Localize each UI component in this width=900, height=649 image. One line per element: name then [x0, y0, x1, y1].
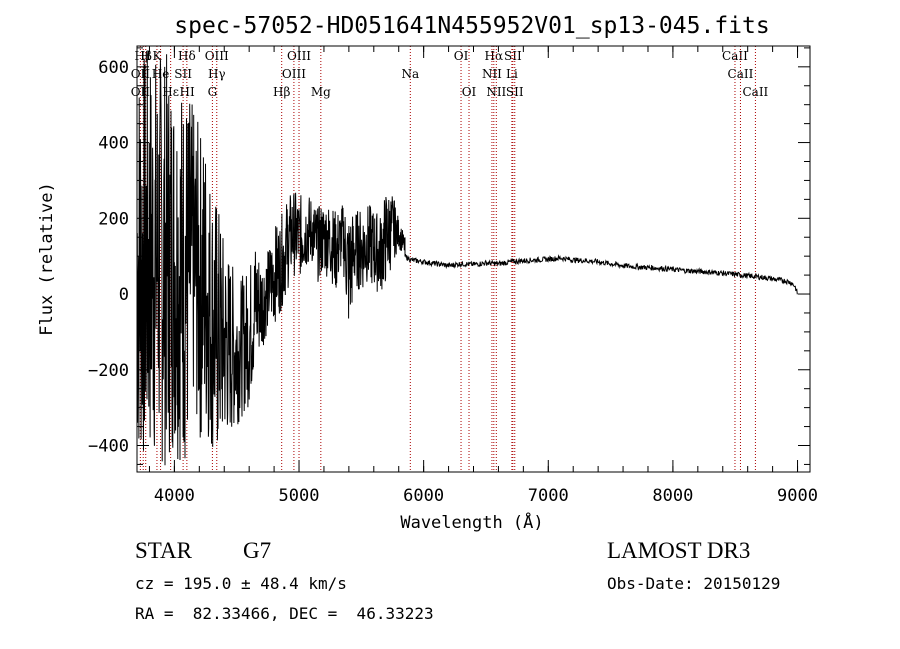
- spectral-line-label: H: [140, 49, 150, 63]
- spectral-line-label: SII: [506, 85, 524, 99]
- spectral-line-label: K: [152, 49, 162, 63]
- x-tick-label: 4000: [154, 486, 195, 506]
- spectral-line-label: G: [208, 85, 218, 99]
- y-tick-label: 200: [98, 209, 129, 229]
- spectral-line-label: Hα: [485, 49, 504, 63]
- spectral-line-label: CaII: [742, 85, 768, 99]
- axes: 4000 5000 6000 7000 8000 9000 −400 −200 0 200 400 6…: [88, 46, 818, 506]
- subclass: G7: [243, 538, 272, 563]
- spectral-line-label: NII: [486, 85, 506, 99]
- x-tick-label: 5000: [279, 486, 320, 506]
- spectral-line-label: OIII: [205, 49, 229, 63]
- y-tick-label: −200: [88, 361, 129, 381]
- redshift-value: cz = 195.0 ± 48.4 km/s: [135, 574, 347, 593]
- y-tick-label: 0: [119, 285, 129, 305]
- y-axis-label: Flux (relative): [37, 182, 57, 336]
- spectral-line-label: CaII: [728, 67, 754, 81]
- spectral-line-label: NII: [482, 67, 502, 81]
- y-tick-label: −400: [88, 436, 129, 456]
- coordinates: RA = 82.33466, DEC = 46.33223: [135, 604, 434, 623]
- spectral-line-label: HI: [179, 85, 194, 99]
- spectral-line-label: Li: [506, 67, 518, 81]
- spectral-line-label: Hδ: [178, 49, 196, 63]
- spectral-line-label: OIII: [282, 67, 306, 81]
- spectral-line-label: OI: [454, 49, 469, 63]
- x-tick-label: 6000: [403, 486, 444, 506]
- spectrum-series: [136, 52, 798, 466]
- spectral-line-label: Hγ: [208, 67, 226, 81]
- x-tick-label: 7000: [528, 486, 569, 506]
- obs-date: Obs-Date: 20150129: [607, 574, 781, 593]
- survey-name: LAMOST DR3: [607, 538, 751, 563]
- spectral-line-label: SII: [174, 67, 192, 81]
- spectral-line-label: SII: [504, 49, 522, 63]
- spectral-line-label: Na: [401, 67, 419, 81]
- spectral-line-label: OI: [462, 85, 477, 99]
- object-class: STAR: [135, 538, 192, 563]
- spectral-line-label: CaII: [722, 49, 748, 63]
- x-tick-label: 8000: [652, 486, 693, 506]
- spectral-line-label: Hβ: [273, 85, 290, 99]
- y-tick-label: 600: [98, 58, 129, 78]
- x-axis-label: Wavelength (Å): [400, 511, 543, 533]
- spectrum-line: [136, 52, 798, 466]
- chart-title: spec-57052-HD051641N455952V01_sp13-045.f…: [174, 13, 769, 39]
- y-tick-label: 400: [98, 134, 129, 154]
- spectral-line-label: Mg: [311, 85, 331, 99]
- x-tick-label: 9000: [777, 486, 818, 506]
